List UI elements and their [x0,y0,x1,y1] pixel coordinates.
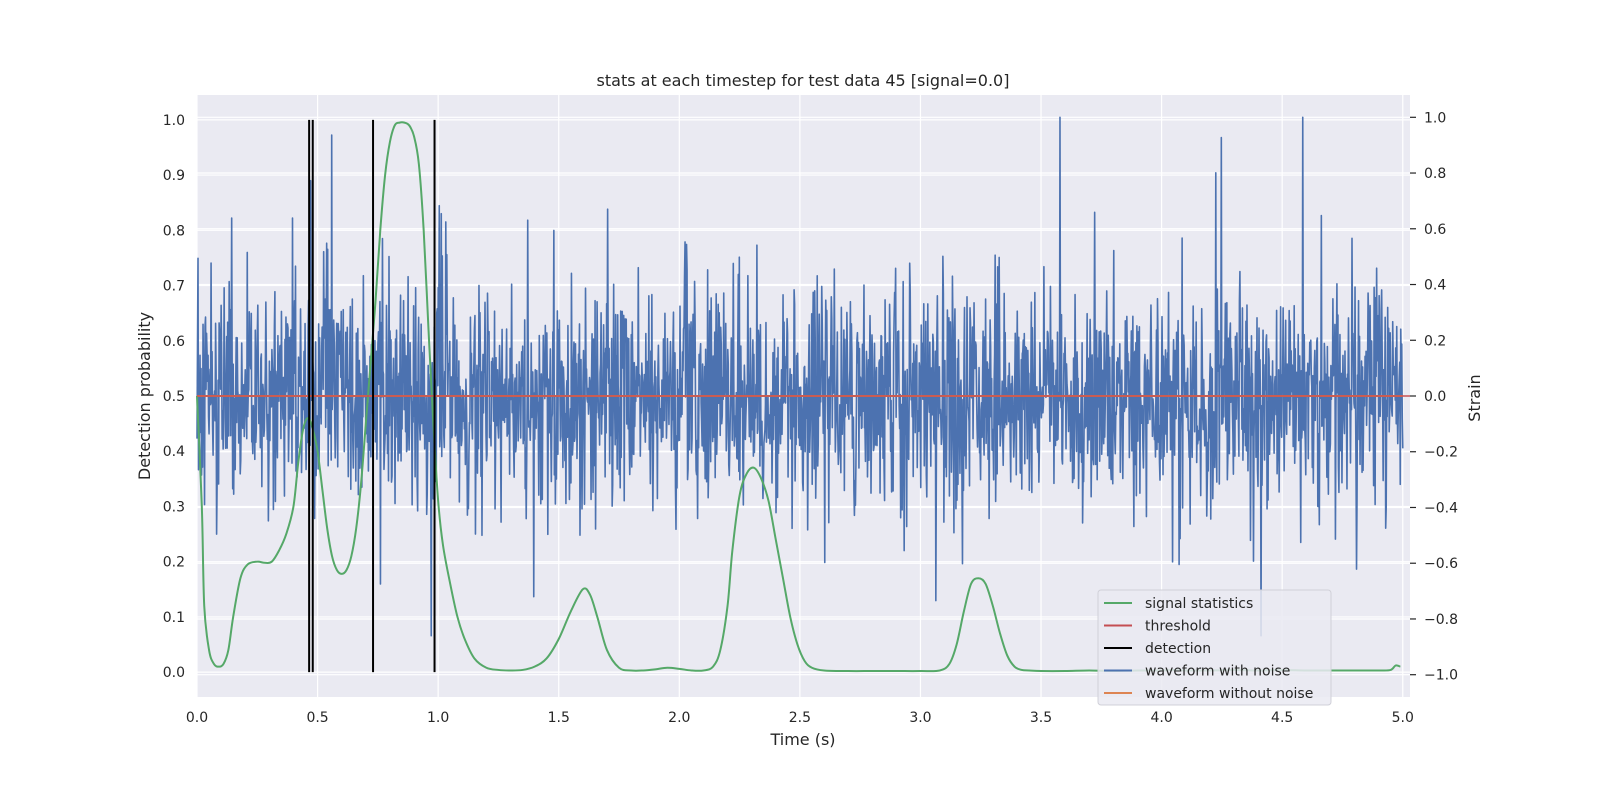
waveform-with-noise-line [196,116,1404,637]
x-tick-label: 2.5 [789,710,811,726]
y-tick-label: 0.6 [163,334,185,350]
x-tick-label: 4.5 [1271,710,1293,726]
y2-tick-label: −1.0 [1424,668,1458,684]
x-tick-label: 3.5 [1030,710,1052,726]
y2-tick-label: −0.6 [1424,556,1458,572]
y2-tick-label: 0.8 [1424,166,1446,182]
legend-label: signal statistics [1145,596,1253,612]
chart-title: stats at each timestep for test data 45 … [597,71,1010,90]
x-tick-label: 4.0 [1150,710,1172,726]
waveform-with-noise-path [196,116,1404,637]
legend-box [1097,589,1332,706]
x-tick-label: 0.5 [306,710,328,726]
y-axis-ticks: 0.0 0.1 0.2 0.3 0.4 0.5 0.6 0.7 0.8 0.9 1.0 [163,113,185,681]
legend-label: waveform with noise [1145,664,1290,680]
y2-tick-label: −0.8 [1424,612,1458,628]
x-tick-label: 2.0 [668,710,690,726]
legend-label: detection [1145,641,1211,657]
y2-axis-ticks: 1.0 0.8 0.6 0.4 0.2 0.0 −0.2 −0.4 −0.6 −0.8 −1.0 [1410,110,1458,684]
x-tick-label: 1.5 [548,710,570,726]
y-tick-label: 0.8 [163,223,185,239]
y2-tick-label: 0.2 [1424,333,1446,349]
y2-tick-label: −0.4 [1424,500,1458,516]
x-tick-label: 3.0 [909,710,931,726]
x-axis-ticks: 0.0 0.5 1.0 1.5 2.0 2.5 3.0 3.5 4.0 4.5 5.0 [186,710,1414,726]
y-tick-label: 0.9 [163,168,185,184]
legend: signal statistics threshold detection wavef… [1097,589,1332,706]
x-axis-label: Time (s) [769,730,835,749]
y-tick-label: 0.2 [163,555,185,571]
y-tick-label: 0.1 [163,610,185,626]
y2-tick-label: 0.4 [1424,278,1446,294]
y-tick-label: 0.7 [163,279,185,295]
y-tick-label: 1.0 [163,113,185,129]
y-tick-label: 0.5 [163,389,185,405]
x-tick-label: 0.0 [186,710,208,726]
legend-label: waveform without noise [1145,686,1313,702]
detection-lines [308,119,436,673]
x-tick-label: 1.0 [427,710,449,726]
y-tick-label: 0.3 [163,499,185,515]
y2-tick-label: 0.0 [1424,389,1446,405]
y-axis-label: Detection probability [135,312,154,480]
y2-tick-label: −0.2 [1424,445,1458,461]
x-tick-label: 5.0 [1392,710,1414,726]
y2-tick-label: 1.0 [1424,110,1446,126]
y2-axis-label: Strain [1465,374,1484,421]
legend-label: threshold [1145,619,1211,635]
y-tick-label: 0.0 [163,665,185,681]
y-tick-label: 0.4 [163,444,185,460]
y2-tick-label: 0.6 [1424,222,1446,238]
